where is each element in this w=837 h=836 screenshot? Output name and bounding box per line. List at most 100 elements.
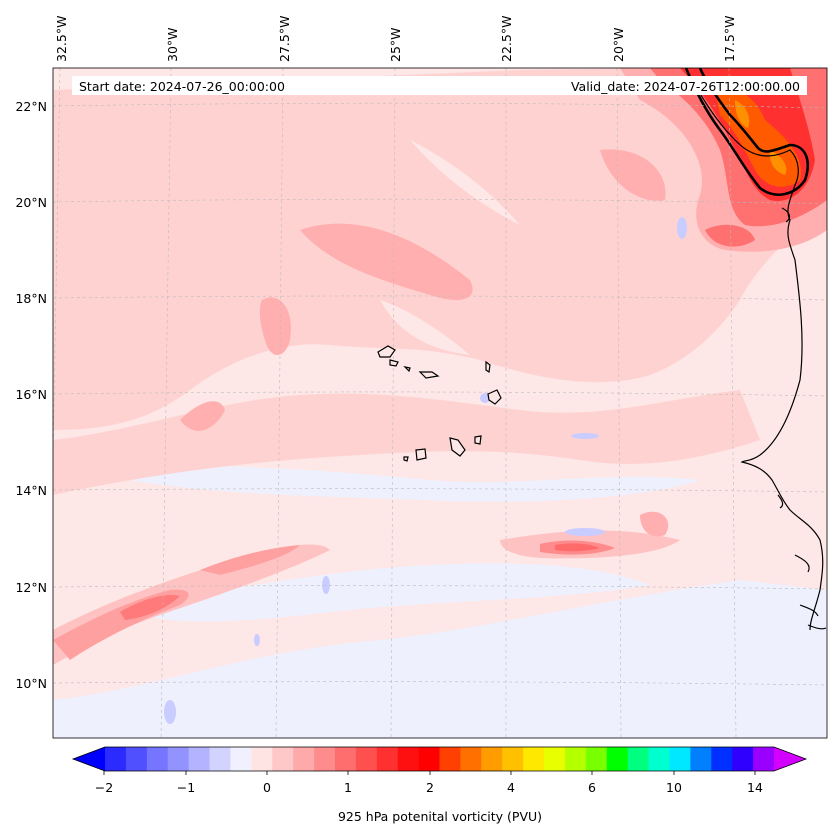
- lon-label: 25°W: [388, 27, 403, 62]
- map-frame: [52, 67, 828, 739]
- island: [418, 371, 440, 379]
- island: [485, 360, 491, 374]
- colorbar-cell: [334, 747, 357, 771]
- lon-label: 27.5°W: [277, 16, 292, 62]
- pv-contour-2pvu: [684, 68, 810, 196]
- lat-label: 16°N: [15, 387, 47, 402]
- lat-label: 10°N: [15, 676, 47, 691]
- lat-label: 22°N: [15, 99, 47, 114]
- lon-label: 32.5°W: [54, 16, 69, 62]
- colorbar-cell: [502, 747, 524, 771]
- pv-positive-region: [259, 297, 291, 355]
- colorbar-cell: [481, 747, 503, 771]
- pv-near-zero-region: [380, 300, 470, 355]
- colorbar-cell: [544, 747, 566, 771]
- colorbar-tick-labels: −2 −1 0 1 2 4 6 10 14: [95, 780, 763, 795]
- colorbar-cell: [397, 747, 419, 771]
- colorbar-label: 925 hPa potenital vorticity (PVU): [338, 809, 542, 824]
- colorbar-cell: [690, 747, 712, 771]
- pv-positive-region: [600, 149, 666, 201]
- island: [449, 437, 466, 457]
- colorbar-cell: [146, 747, 169, 771]
- colorbar-cell: [753, 747, 775, 771]
- colorbar-cell: [418, 747, 440, 771]
- pv-near-zero-region: [410, 140, 520, 225]
- graticule: [53, 68, 827, 738]
- pv-field: [53, 68, 827, 738]
- pv-positive-region: [555, 543, 600, 552]
- colorbar-cell: [460, 747, 482, 771]
- colorbar-tick-label: −2: [95, 780, 113, 795]
- island: [403, 456, 409, 462]
- colorbar-cell: [669, 747, 691, 771]
- colorbar-cell: [293, 747, 315, 771]
- pv-high-region: [769, 150, 787, 175]
- colorbar-cell: [648, 747, 670, 771]
- coastal-islands: [794, 554, 810, 573]
- colorbar-tick-label: 10: [666, 780, 682, 795]
- lon-label: 30°W: [165, 27, 180, 62]
- pv-negative-region: [80, 465, 700, 502]
- island: [403, 366, 411, 373]
- island: [474, 435, 482, 445]
- coastlines: [685, 68, 827, 631]
- pv-positive-region: [120, 594, 180, 620]
- island: [415, 448, 427, 461]
- colorbar-cell: [439, 747, 461, 771]
- colorbar-cell: [105, 747, 127, 771]
- pv-negative-spot: [254, 634, 260, 646]
- colorbar-tick-label: 1: [344, 780, 352, 795]
- colorbar-cell: [230, 747, 252, 771]
- colorbar-cell: [376, 747, 399, 771]
- pv-negative-spot: [565, 528, 605, 536]
- colorbar-cell: [188, 747, 210, 771]
- pv-negative-spot: [164, 700, 176, 724]
- pv-positive-region: [200, 545, 300, 575]
- valid-date-label: Valid_date: 2024-07-26T12:00:00.00: [571, 79, 800, 94]
- colorbar-cell: [585, 747, 608, 771]
- pv-positive-region: [180, 401, 225, 431]
- colorbar-cell: [355, 747, 378, 771]
- colorbar-cell: [564, 747, 587, 771]
- colorbar-tick-label: 6: [588, 780, 596, 795]
- lat-label: 12°N: [15, 580, 47, 595]
- coastal-islands: [799, 604, 819, 617]
- pv-positive-region: [53, 544, 330, 665]
- colorbar-tick-label: −1: [177, 780, 195, 795]
- lon-label: 17.5°W: [722, 16, 737, 62]
- pv-negative-region: [120, 563, 650, 622]
- colorbar-tick-label: 14: [747, 780, 763, 795]
- colorbar-cell: [627, 747, 649, 771]
- island: [377, 345, 396, 358]
- lat-label: 14°N: [15, 483, 47, 498]
- colorbar-extend-min: [73, 747, 105, 771]
- colorbar-cell: [272, 747, 294, 771]
- island: [487, 389, 502, 405]
- coastal-islands: [807, 624, 827, 630]
- pv-high-region: [735, 100, 750, 128]
- coastal-islands: [777, 494, 784, 509]
- colorbar-tick-label: 2: [426, 780, 434, 795]
- colorbar-cell: [711, 747, 733, 771]
- lat-label: 18°N: [15, 291, 47, 306]
- map-panel: Start date: 2024-07-26_00:00:00 Valid_da…: [53, 68, 827, 738]
- coastal-islands: [781, 207, 791, 223]
- colorbar-cell: [314, 747, 336, 771]
- pv-negative-spot: [322, 576, 330, 594]
- colorbar-ticks: [103, 771, 756, 775]
- pv-negative-spot: [677, 217, 687, 239]
- colorbar-cell: [167, 747, 190, 771]
- colorbar-cells: [71, 746, 808, 772]
- pv-negative-spot: [571, 433, 599, 439]
- header-box: [72, 76, 807, 95]
- start-date-label: Start date: 2024-07-26_00:00:00: [79, 79, 285, 94]
- colorbar: −2 −1 0 1 2 4 6 10 14 925 hPa potenital …: [71, 746, 808, 824]
- pv-positive-region: [300, 223, 473, 300]
- colorbar-cell: [209, 747, 231, 771]
- cabo-verde-islands: [377, 345, 502, 462]
- pv-negative-region: [53, 580, 827, 738]
- colorbar-cell: [125, 747, 148, 771]
- pv-positive-region: [640, 511, 669, 537]
- colorbar-tick-label: 0: [263, 780, 271, 795]
